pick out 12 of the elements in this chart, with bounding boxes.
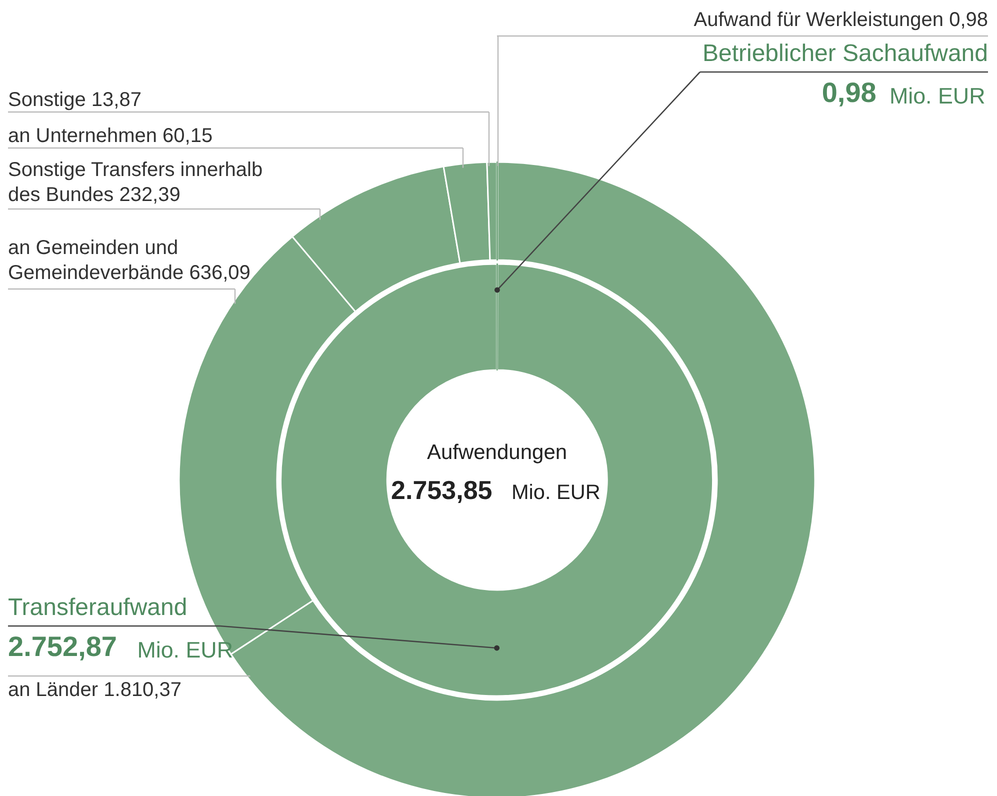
text: 2.753,85 Mio. EUR — [391, 475, 600, 505]
category-label: an Gemeinden und Gemeindeverbände 636,09 — [8, 237, 250, 284]
text: Aufwendungen — [426, 441, 568, 464]
category-label: Sonstige Transfers innerhalb des Bundes 232,39 — [8, 159, 263, 206]
category-label: Aufwand für Werkleistungen 0,98 — [694, 9, 988, 31]
data-label: 0,98 Mio. EUR — [822, 77, 986, 109]
category-label: an Länder 1.810,37 — [8, 679, 182, 701]
slice-label: Betrieblicher Sachaufwand — [702, 40, 988, 67]
category-label: Sonstige 13,87 — [8, 89, 142, 111]
data-label: 2.752,87 Mio. EUR — [8, 631, 233, 663]
slice-label: Transferaufwand — [8, 594, 188, 621]
category-label: an Unternehmen 60,15 — [8, 125, 213, 147]
